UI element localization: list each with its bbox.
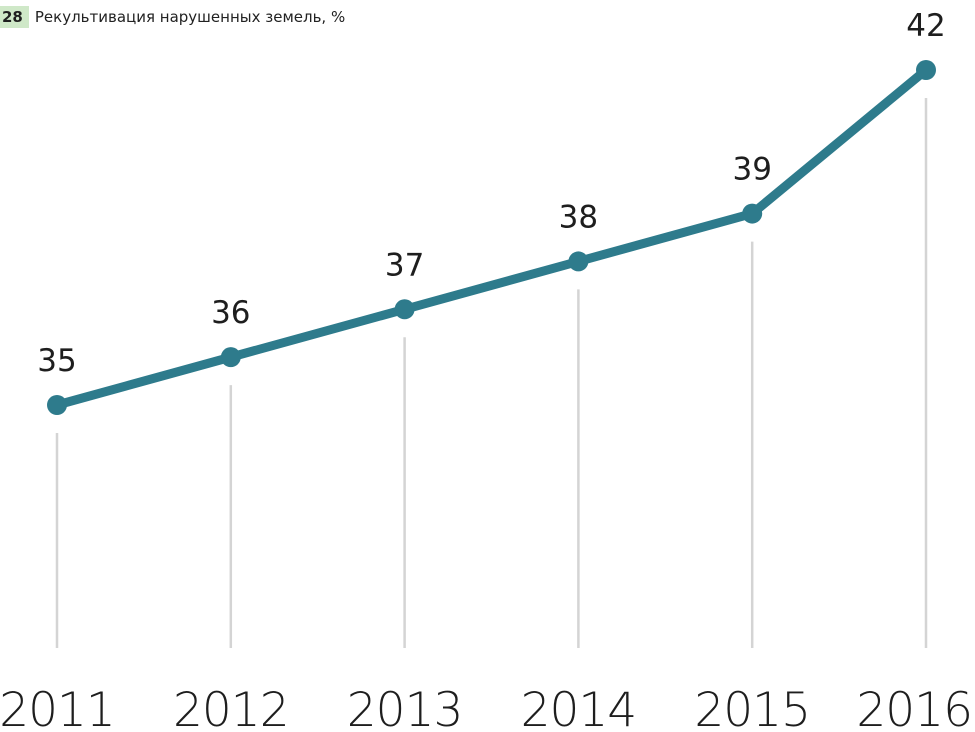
data-label-2012: 36	[211, 295, 250, 331]
x-tick-label-2014: 2014	[521, 683, 637, 732]
chart-title: Рекультивация нарушенных земель, %	[34, 8, 346, 26]
data-label-2015: 39	[732, 152, 771, 188]
data-point-2013	[394, 299, 415, 320]
x-tick-label-2016: 2016	[856, 683, 972, 732]
data-point-2011	[47, 395, 67, 415]
data-point-2014	[568, 251, 589, 272]
data-label-2013: 37	[385, 247, 424, 283]
x-tick-label-2015: 2015	[694, 683, 810, 732]
data-point-2015	[742, 203, 763, 224]
x-tick-label-2013: 2013	[347, 683, 463, 732]
x-tick-label-2011: 2011	[0, 683, 115, 732]
figure-header: 28 Рекультивация нарушенных земель, %	[0, 4, 345, 30]
data-label-2011: 35	[37, 343, 76, 379]
data-point-2012	[220, 347, 241, 368]
figure-number: 28	[0, 6, 29, 28]
data-label-2016: 42	[906, 8, 945, 44]
x-tick-label-2012: 2012	[173, 683, 289, 732]
data-label-2014: 38	[559, 199, 598, 235]
series-line	[52, 65, 931, 410]
data-point-2016	[916, 60, 936, 80]
